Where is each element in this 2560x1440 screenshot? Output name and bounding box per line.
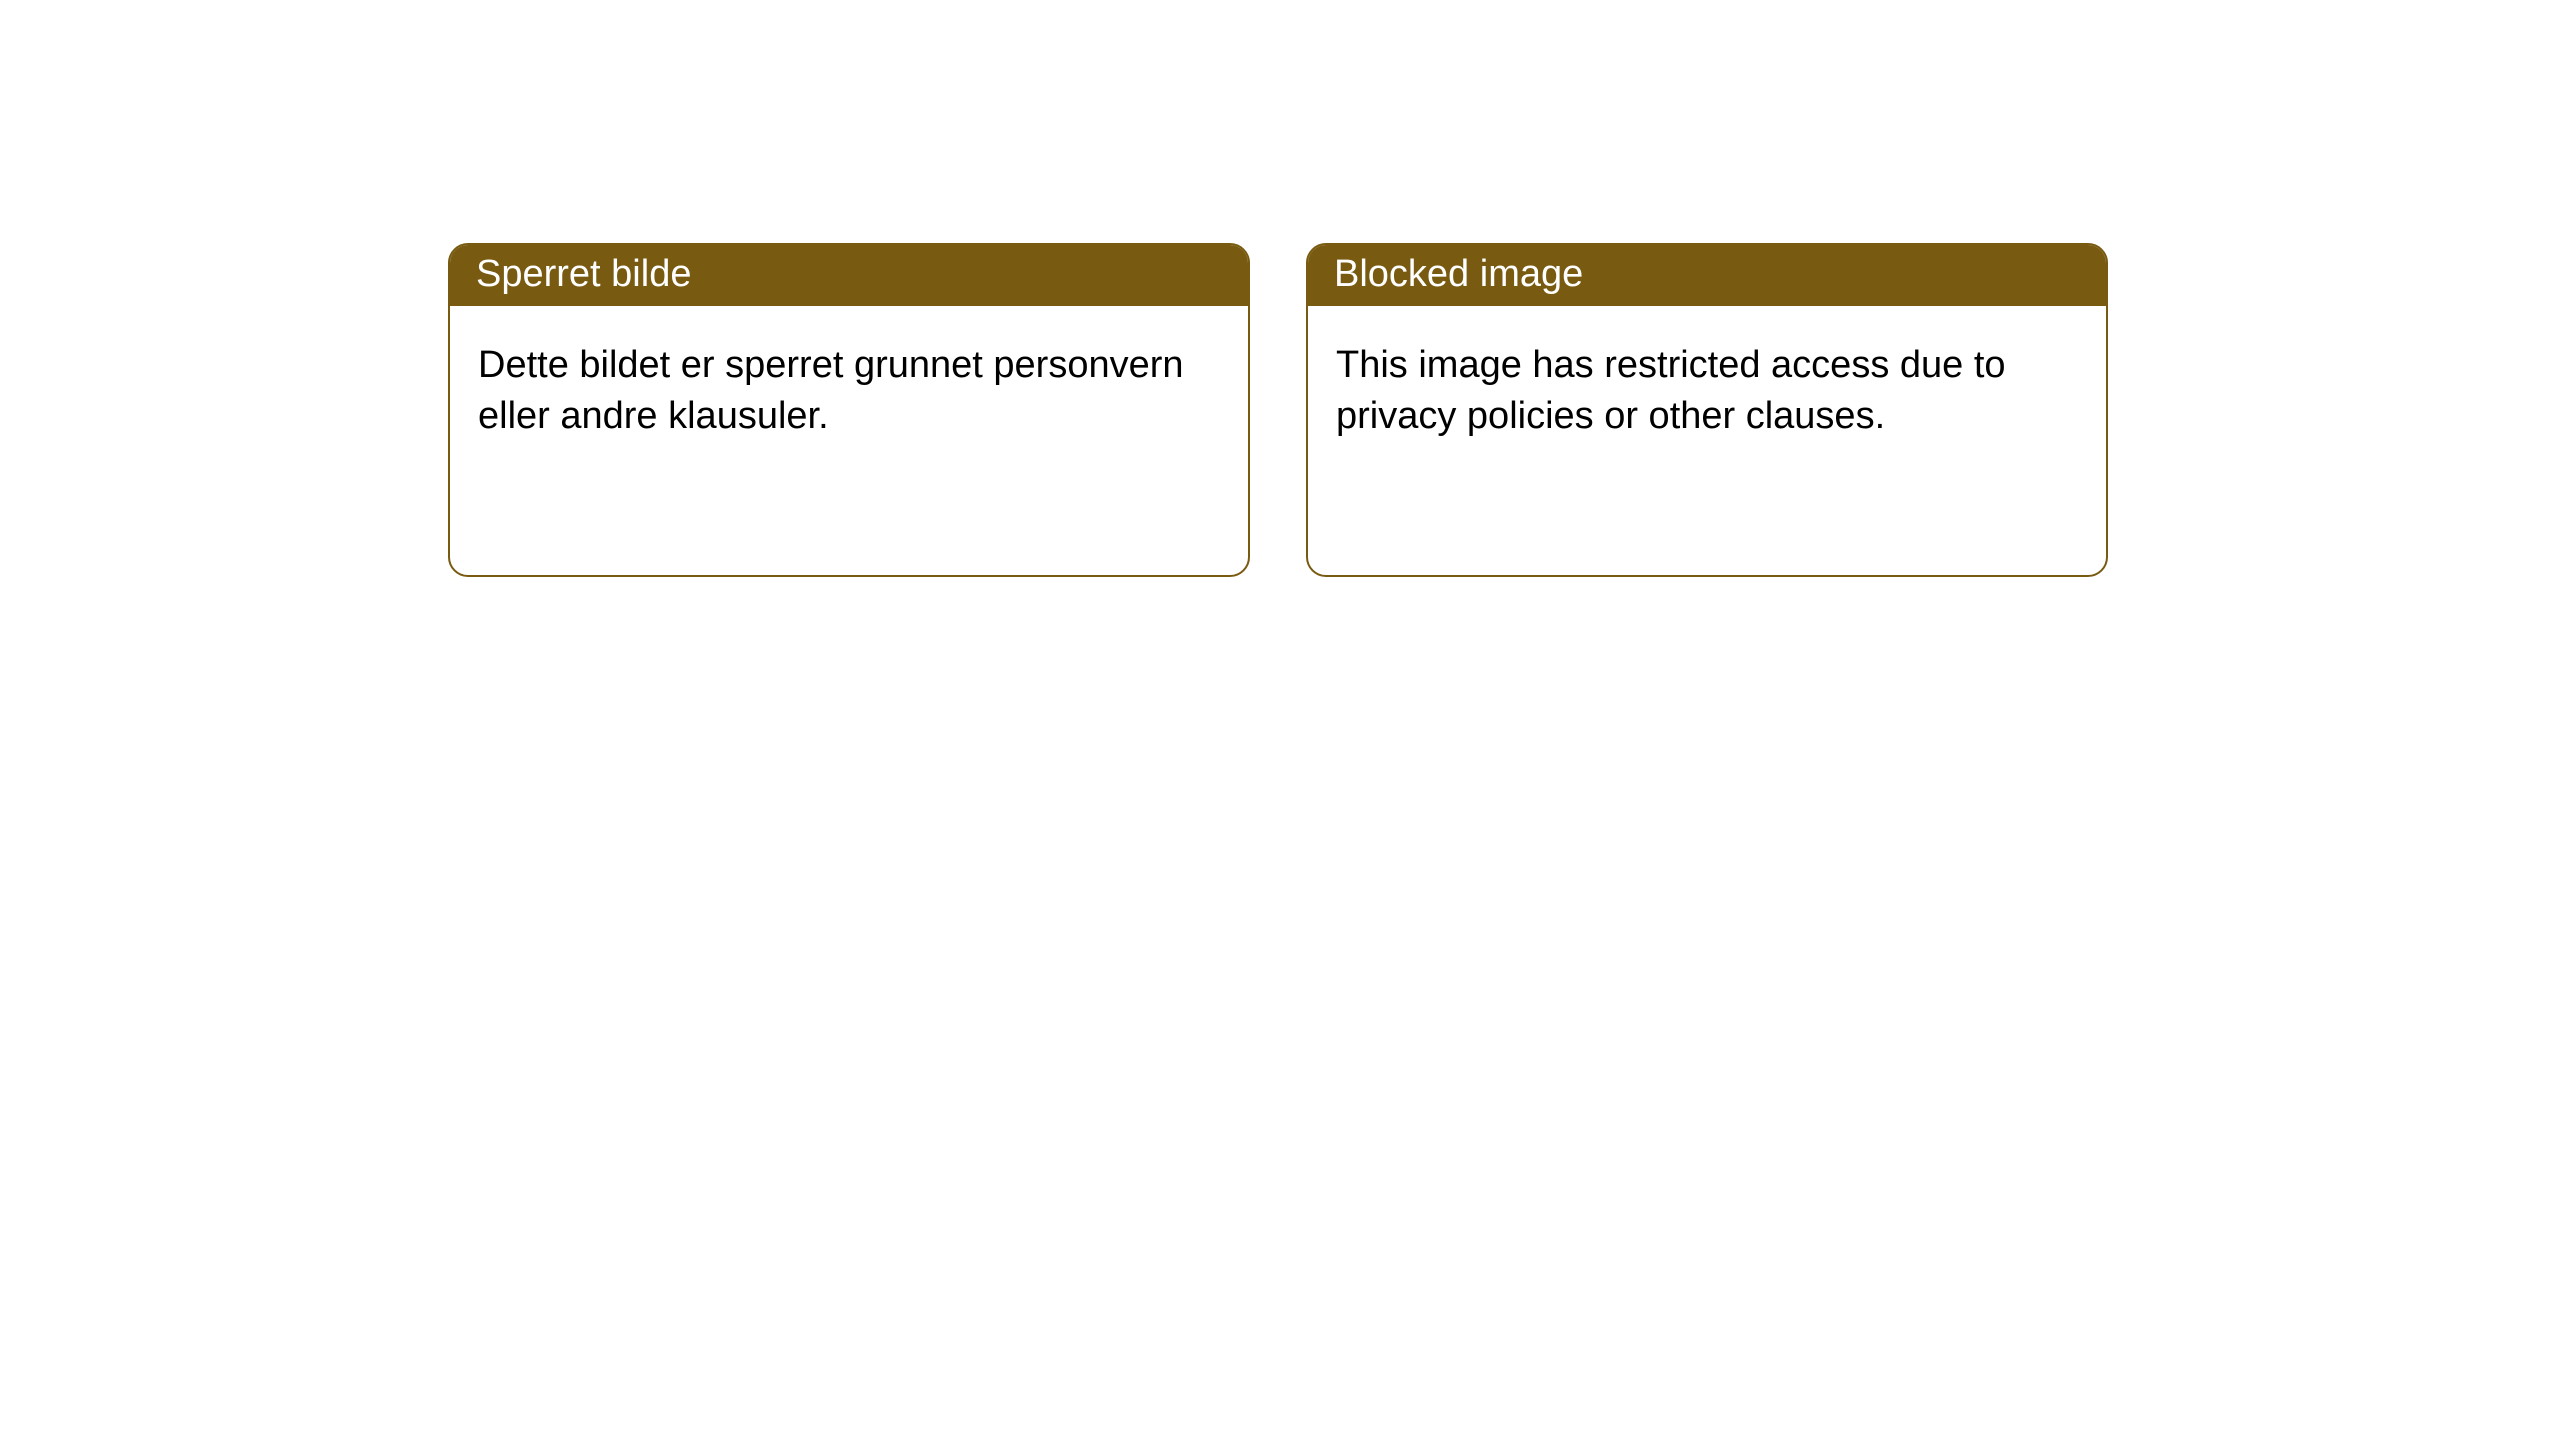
notice-card-norwegian: Sperret bilde Dette bildet er sperret gr… [448, 243, 1250, 577]
notice-card-title: Sperret bilde [450, 245, 1248, 306]
notice-card-english: Blocked image This image has restricted … [1306, 243, 2108, 577]
notice-card-body: Dette bildet er sperret grunnet personve… [450, 306, 1248, 477]
notice-card-container: Sperret bilde Dette bildet er sperret gr… [0, 0, 2560, 577]
notice-card-title: Blocked image [1308, 245, 2106, 306]
notice-card-body: This image has restricted access due to … [1308, 306, 2106, 477]
